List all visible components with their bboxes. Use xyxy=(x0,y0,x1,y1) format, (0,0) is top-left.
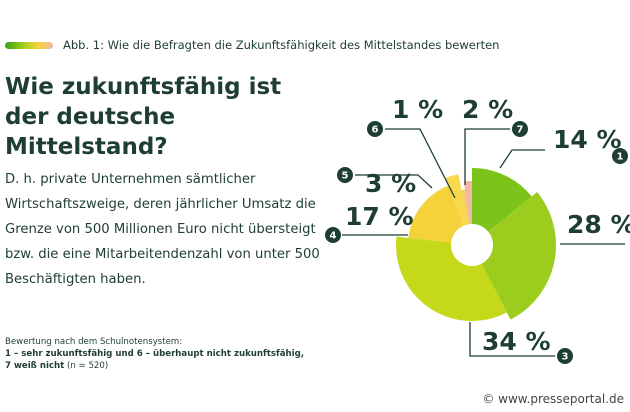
pie-slice-4 xyxy=(408,185,465,243)
leader-line-5 xyxy=(355,174,433,189)
data-label-6: 1 % xyxy=(392,95,443,124)
title-line-1: Wie zukunftsfähig ist xyxy=(5,74,282,100)
data-label-4: 17 % xyxy=(345,202,414,231)
figure-caption: Abb. 1: Wie die Befragten die Zukunftsfä… xyxy=(63,38,500,52)
category-number-1: 1 xyxy=(617,152,624,163)
leader-line-7 xyxy=(464,128,510,185)
category-number-5: 5 xyxy=(342,171,349,182)
pie-slice-3 xyxy=(395,236,507,321)
note-line-3: 7 weiß nicht xyxy=(5,361,65,371)
pie-slice-7 xyxy=(463,181,472,225)
category-badge-7 xyxy=(512,121,528,137)
leader-line-1 xyxy=(499,149,545,169)
category-number-6: 6 xyxy=(372,125,379,136)
sample-size: (n = 520) xyxy=(66,361,109,371)
pie-slice-1 xyxy=(472,168,532,232)
category-number-3: 3 xyxy=(562,352,569,363)
title-line-2: der deutsche Mittelstand? xyxy=(5,104,176,160)
watermark: © www.presseportal.de xyxy=(482,392,624,406)
category-badge-4 xyxy=(325,227,341,243)
data-label-1: 14 % xyxy=(553,125,622,154)
data-label-3: 34 % xyxy=(482,327,551,356)
category-number-7: 7 xyxy=(517,125,524,136)
description-text: D. h. private Unternehmen sämtlicher Wir… xyxy=(5,172,320,287)
pie-slice-6 xyxy=(461,189,470,225)
page-title: Wie zukunftsfähig ist der deutsche Mitte… xyxy=(5,72,325,162)
category-badge-6 xyxy=(367,121,383,137)
pie-slice-5 xyxy=(445,174,469,226)
category-badge-1 xyxy=(612,148,628,164)
category-badge-3 xyxy=(557,348,573,364)
data-label-5: 3 % xyxy=(365,169,416,198)
category-badge-5 xyxy=(337,167,353,183)
data-label-7: 2 % xyxy=(462,95,513,124)
note-line-1: Bewertung nach dem Schulnotensystem: xyxy=(5,337,183,347)
rating-note: Bewertung nach dem Schulnotensystem: 1 –… xyxy=(5,336,325,372)
category-number-4: 4 xyxy=(330,231,337,242)
data-label-2: 28 % xyxy=(567,210,630,239)
leader-line-6 xyxy=(385,128,456,199)
color-gradient-bar xyxy=(5,42,53,49)
note-line-2: 1 – sehr zukunftsfähig und 6 – überhaupt… xyxy=(5,349,305,359)
pie-slice-2 xyxy=(481,192,556,320)
leader-line-3 xyxy=(469,322,555,357)
